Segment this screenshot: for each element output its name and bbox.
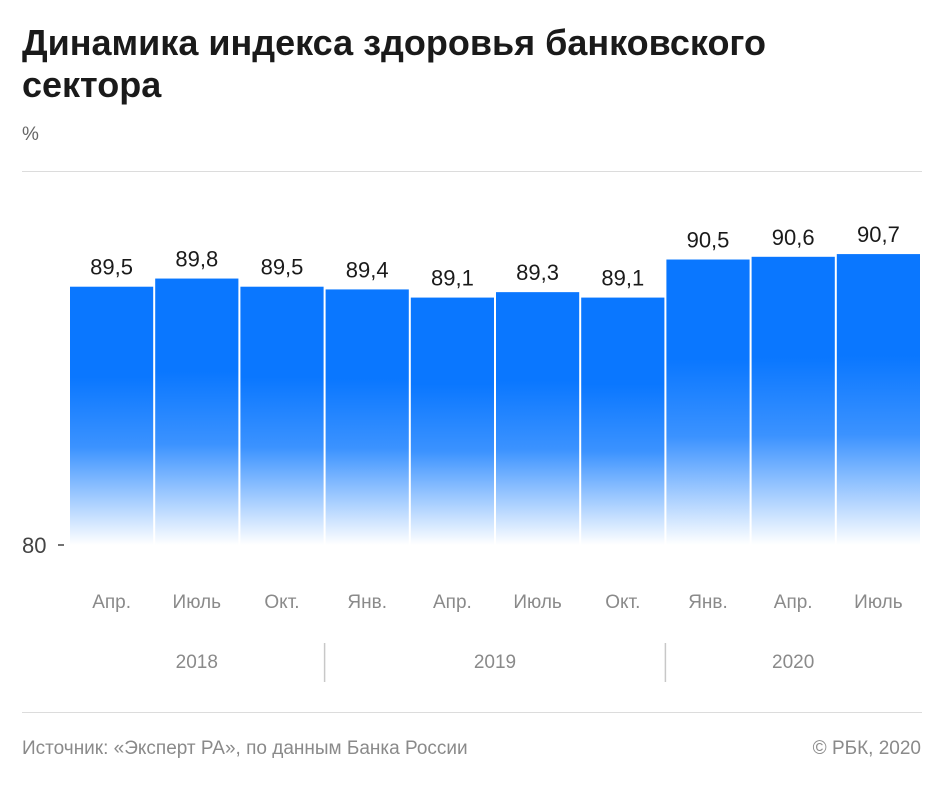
bar bbox=[751, 256, 835, 545]
y-tick-label: 80 bbox=[22, 533, 46, 558]
bar-chart: 89,5 Апр. 89,8 Июль 89,5 Окт. 89,4 Янв. 89,1 Апр.… bbox=[22, 222, 920, 682]
bar bbox=[240, 286, 324, 545]
data-label: 90,7 bbox=[857, 222, 900, 247]
x-tick-label: Апр. bbox=[92, 592, 131, 613]
x-tick-label: Апр. bbox=[774, 592, 813, 613]
bar bbox=[410, 297, 494, 545]
copyright: © РБК, 2020 bbox=[812, 738, 921, 759]
x-tick-label: Июль bbox=[513, 592, 562, 613]
unit-label: % bbox=[22, 124, 39, 145]
x-tick-label: Окт. bbox=[605, 592, 640, 613]
data-label: 89,5 bbox=[90, 255, 133, 280]
labels-group: 89,5 Апр. 89,8 Июль 89,5 Окт. 89,4 Янв. 89,1 Апр.… bbox=[22, 222, 903, 682]
year-label: 2018 bbox=[176, 652, 218, 673]
data-label: 89,1 bbox=[431, 266, 474, 291]
x-tick-label: Окт. bbox=[264, 592, 299, 613]
x-tick-label: Июль bbox=[173, 592, 222, 613]
data-label: 89,4 bbox=[346, 257, 389, 282]
data-label: 89,5 bbox=[261, 255, 304, 280]
bar bbox=[155, 278, 239, 545]
year-label: 2020 bbox=[772, 652, 814, 673]
x-tick-label: Апр. bbox=[433, 592, 472, 613]
data-label: 90,6 bbox=[772, 225, 815, 250]
data-label: 90,5 bbox=[687, 228, 730, 253]
x-tick-label: Июль bbox=[854, 592, 903, 613]
bar bbox=[496, 292, 580, 545]
top-divider bbox=[22, 171, 922, 172]
bottom-divider bbox=[22, 712, 922, 713]
bar bbox=[836, 254, 920, 546]
data-label: 89,3 bbox=[516, 260, 559, 285]
x-tick-label: Янв. bbox=[688, 592, 728, 613]
data-label: 89,1 bbox=[601, 266, 644, 291]
chart-title: Динамика индекса здоровья банковского се… bbox=[22, 22, 766, 105]
bar bbox=[70, 286, 154, 545]
x-tick-label: Янв. bbox=[347, 592, 387, 613]
source-note: Источник: «Эксперт РА», по данным Банка … bbox=[22, 738, 468, 759]
bar bbox=[325, 289, 409, 545]
data-label: 89,8 bbox=[175, 247, 218, 272]
year-label: 2019 bbox=[474, 652, 516, 673]
bar bbox=[581, 297, 665, 545]
bar bbox=[666, 259, 750, 545]
bars-group bbox=[70, 254, 920, 546]
